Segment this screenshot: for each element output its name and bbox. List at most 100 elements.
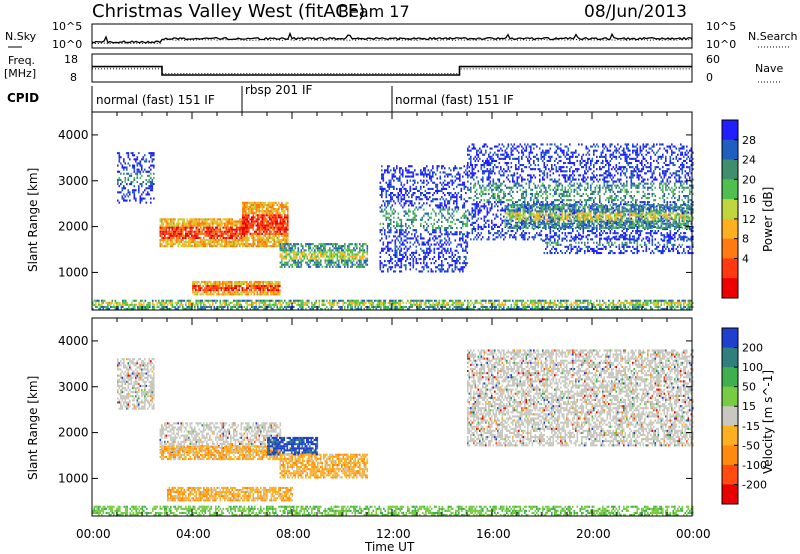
heatmap-cell [244,231,246,233]
heatmap-cell [230,231,232,233]
heatmap-cell [254,231,256,233]
heatmap-cell [229,241,231,243]
heatmap-cell [256,239,258,241]
heatmap-cell [257,229,259,231]
heatmap-cell [190,218,192,220]
heatmap-cell [150,202,152,204]
heatmap-cell [217,231,219,233]
heatmap-cell [144,198,146,200]
heatmap-cell [167,239,169,241]
heatmap-cell [287,210,289,212]
heatmap-cell [287,220,289,222]
heatmap-cell [278,225,280,227]
heatmap-cell [367,253,369,255]
heatmap-cell [200,241,202,243]
heatmap-cell [283,245,285,247]
heatmap-cell [153,167,155,169]
heatmap-cell [361,262,363,264]
heatmap-cell [344,262,346,264]
heatmap-cell [245,218,247,220]
heatmap-cell [275,235,277,237]
heatmap-cell [299,251,301,253]
heatmap-cell [254,237,256,239]
heatmap-cell [181,231,183,233]
heatmap-cell [166,229,168,231]
heatmap-cell [214,243,216,245]
heatmap-cell [150,189,152,191]
heatmap-cell [224,231,226,233]
heatmap-cell [160,220,162,222]
heatmap-cell [286,262,288,264]
heatmap-cell [138,171,140,173]
heatmap-cell [356,262,358,264]
heatmap-cell [289,253,291,255]
heatmap-cell [302,260,304,262]
heatmap-cell [224,225,226,227]
heatmap-cell [161,227,163,229]
heatmap-cell [259,223,261,225]
heatmap-cell [284,245,286,247]
heatmap-cell [230,227,232,229]
heatmap-cell [248,208,250,210]
heatmap-cell [195,281,197,283]
heatmap-cell [278,206,280,208]
heatmap-cell [160,229,162,231]
heatmap-cell [163,227,165,229]
heatmap-cell [283,237,285,239]
heatmap-cell [120,183,122,185]
heatmap-cell [250,208,252,210]
heatmap-cell [356,256,358,258]
heatmap-cell [140,173,142,175]
heatmap-cell [245,231,247,233]
heatmap-cell [331,251,333,253]
heatmap-cell [152,152,154,154]
heatmap-cell [221,235,223,237]
heatmap-cell [335,247,337,249]
heatmap-cell [163,225,165,227]
heatmap-cell [284,212,286,214]
heatmap-cell [278,233,280,235]
heatmap-cell [176,239,178,241]
heatmap-cell [190,245,192,247]
heatmap-cell [221,233,223,235]
nsky-panel: N.Sky 10^5 10^0 10^5 10^0 N.Search [5,20,798,51]
heatmap-cell [265,233,267,235]
heatmap-cell [242,214,244,216]
heatmap-cell [284,239,286,241]
heatmap-cell [349,249,351,251]
heatmap-cell [350,256,352,258]
heatmap-cell [346,262,348,264]
heatmap-cell [320,256,322,258]
heatmap-cell [236,239,238,241]
heatmap-cell [178,245,180,247]
heatmap-cell [214,218,216,220]
heatmap-cell [242,241,244,243]
heatmap-cell [257,204,259,206]
heatmap-cell [164,237,166,239]
heatmap-cell [325,249,327,251]
heatmap-cell [172,239,174,241]
heatmap-cell [214,229,216,231]
heatmap-cell [153,158,155,160]
heatmap-cell [244,237,246,239]
heatmap-cell [275,233,277,235]
heatmap-cell [272,204,274,206]
heatmap-cell [173,225,175,227]
heatmap-cell [296,264,298,266]
heatmap-cell [161,220,163,222]
heatmap-cell [196,243,198,245]
heatmap-cell [292,249,294,251]
heatmap-cell [307,258,309,260]
heatmap-cell [128,162,130,164]
heatmap-cell [206,291,208,293]
heatmap-cell [365,243,367,245]
heatmap-cell [272,208,274,210]
heatmap-cell [259,229,261,231]
heatmap-cell [332,256,334,258]
heatmap-cell [206,231,208,233]
heatmap-cell [226,227,228,229]
heatmap-cell [166,225,168,227]
heatmap-cell [335,249,337,251]
heatmap-cell [205,223,207,225]
heatmap-cell [251,218,253,220]
